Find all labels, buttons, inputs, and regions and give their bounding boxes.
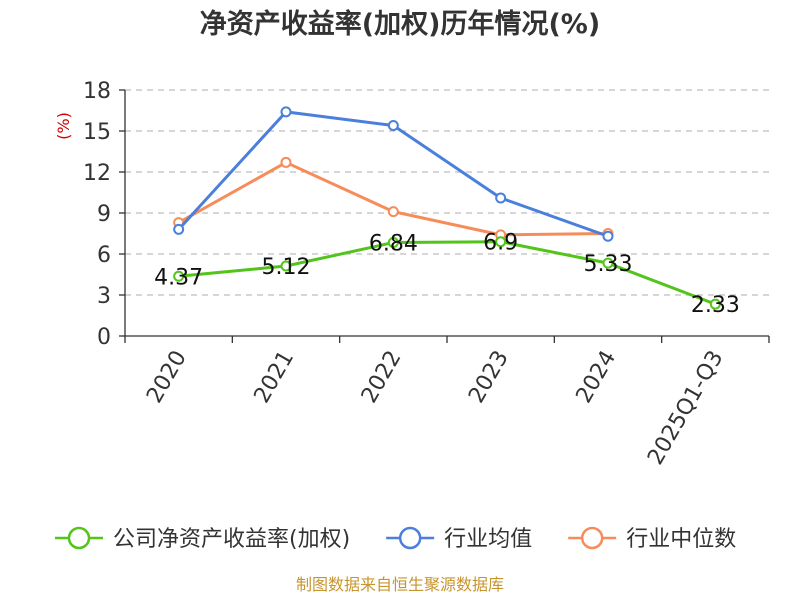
y-tick-label-12: 12 — [83, 161, 111, 186]
series-1-point-2022 — [387, 120, 399, 132]
x-tick-label-2023: 2023 — [464, 347, 514, 408]
series-1-point-2024 — [602, 230, 614, 242]
series-1-point-2021 — [280, 106, 292, 118]
series-0-point-2025Q1-Q3 — [709, 298, 721, 310]
series-line-2 — [177, 160, 609, 237]
x-tick-label-2025Q1-Q3: 2025Q1-Q3 — [643, 347, 728, 470]
data-labels: 4.37 5.12 6.84 6.9 5.33 2.33 — [154, 231, 740, 318]
x-tick-label-2022: 2022 — [357, 347, 407, 408]
y-axis-label: (%) — [54, 112, 73, 140]
series-1-point-2023 — [495, 192, 507, 204]
y-tick-label-6: 6 — [97, 243, 111, 268]
series-2 — [173, 156, 614, 241]
gridlines — [125, 89, 769, 296]
y-tick-label-0: 0 — [97, 325, 111, 350]
legend-label-1: 行业均值 — [444, 527, 532, 552]
x-tick-label-2021: 2021 — [250, 347, 300, 408]
legend: 公司净资产收益率(加权) 行业均值 行业中位数 — [55, 526, 736, 552]
data-label-2023: 6.9 — [483, 231, 518, 256]
y-tick-label-3: 3 — [97, 284, 111, 309]
legend-label-0: 公司净资产收益率(加权) — [113, 527, 350, 552]
series-0-point-2024 — [602, 257, 614, 269]
y-tick-label-15: 15 — [83, 120, 111, 145]
series-0-point-2022 — [387, 237, 399, 249]
series-1 — [173, 106, 614, 242]
x-tick-label-2020: 2020 — [142, 347, 192, 408]
series-line-0 — [178, 240, 716, 306]
series-0 — [173, 236, 721, 310]
legend-marker-1 — [398, 526, 422, 550]
data-label-2025Q1-Q3: 2.33 — [691, 293, 740, 318]
y-tick-label-9: 9 — [97, 202, 111, 227]
series-2-point-2022 — [387, 206, 399, 218]
data-label-2020: 4.37 — [154, 265, 203, 290]
data-label-2024: 5.33 — [584, 252, 633, 277]
y-tick-label-18: 18 — [83, 79, 111, 104]
series-0-point-2020 — [173, 270, 185, 282]
series-2-point-2021 — [280, 156, 292, 168]
series-0-point-2021 — [280, 260, 292, 272]
data-label-2022: 6.84 — [369, 232, 418, 257]
series-0-point-2023 — [495, 236, 507, 248]
legend-label-2: 行业中位数 — [626, 527, 736, 552]
series-1-point-2020 — [173, 223, 185, 235]
source-note: 制图数据来自恒生聚源数据库 — [296, 575, 504, 594]
x-tick-label-2024: 2024 — [572, 347, 622, 408]
legend-marker-0 — [67, 526, 91, 550]
chart-title: 净资产收益率(加权)历年情况(%) — [200, 8, 600, 40]
legend-marker-2 — [580, 526, 604, 550]
data-label-2021: 5.12 — [262, 255, 311, 280]
series-layer — [173, 106, 721, 310]
